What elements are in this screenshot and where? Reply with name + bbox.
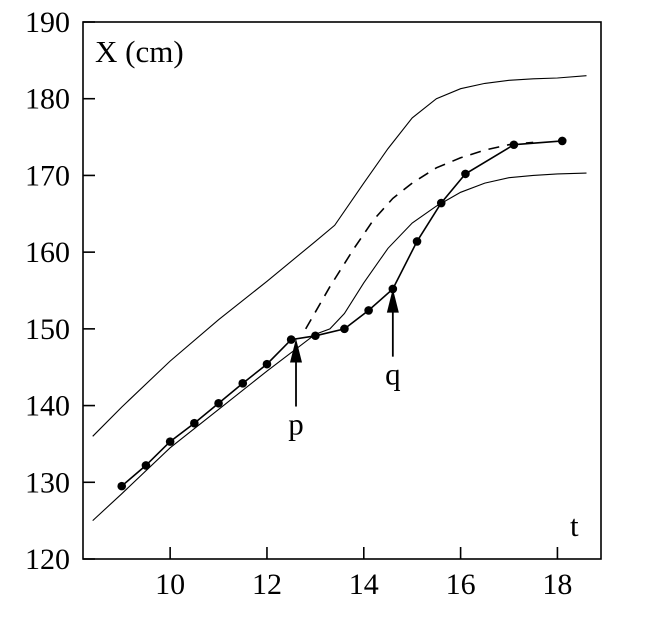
series-line-1 <box>92 75 587 437</box>
annotation-arrow-head <box>386 288 399 313</box>
data-point <box>141 461 151 470</box>
series-layer <box>92 75 587 522</box>
data-point <box>557 136 567 146</box>
annotation-label: q <box>385 357 401 392</box>
x-tick-label: 16 <box>446 568 476 601</box>
data-point <box>190 418 199 428</box>
annotation-arrow-head <box>290 338 303 363</box>
y-tick-label: 170 <box>25 159 70 192</box>
data-point <box>238 379 248 388</box>
annotation-label: p <box>288 407 304 442</box>
data-point <box>412 237 422 246</box>
data-point <box>286 335 296 344</box>
series-line-2 <box>92 172 587 522</box>
data-point <box>461 169 470 179</box>
y-axis-label: X (cm) <box>95 34 184 69</box>
data-point <box>165 437 175 446</box>
y-tick-label: 120 <box>25 543 70 576</box>
data-point <box>262 359 272 369</box>
data-point <box>340 324 349 334</box>
data-point <box>311 331 320 341</box>
y-tick-label: 180 <box>25 83 70 116</box>
plot-frame <box>82 21 602 560</box>
y-tick-label: 150 <box>25 313 70 346</box>
ticks-layer: 120 130 140 150 160 170 180 190 10 12 14 16 18 <box>25 6 572 601</box>
x-tick-label: 14 <box>349 568 379 601</box>
x-tick-label: 12 <box>252 568 282 601</box>
x-tick-label: 10 <box>155 568 185 601</box>
annotation-layer: pq <box>288 288 401 442</box>
y-tick-label: 140 <box>25 390 70 423</box>
data-point <box>214 398 223 408</box>
data-point <box>364 306 373 315</box>
y-tick-label: 190 <box>25 6 70 39</box>
data-point <box>117 481 127 491</box>
x-axis-label: t <box>570 508 579 543</box>
data-point <box>509 140 519 150</box>
data-point <box>436 198 446 208</box>
series-line-3 <box>305 141 534 330</box>
y-tick-label: 130 <box>25 466 70 499</box>
y-tick-label: 160 <box>25 236 70 269</box>
x-tick-label: 18 <box>542 568 572 601</box>
